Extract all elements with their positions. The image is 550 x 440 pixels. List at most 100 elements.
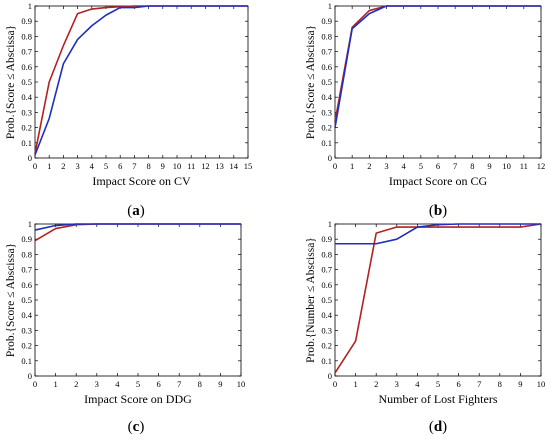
chart-panel-c: 0 1 2 3 4 5 6 7 8 9 10 0 0.1 0.2 0.3 0.4 0.5 0.6 0.7 0.8 0.9…: [5, 219, 245, 435]
y-tick-label: 0.7: [21, 265, 32, 275]
x-tick-label: 5: [419, 161, 423, 171]
plot-frame: [334, 223, 542, 377]
y-tick-label: 0.6: [21, 280, 32, 290]
y-tick-label: 1: [28, 1, 32, 11]
y-tick-label: 0.8: [21, 31, 32, 41]
y-tick-label: 0.6: [21, 62, 32, 72]
x-tick-label: 10: [237, 379, 246, 389]
x-tick-label: 6: [456, 379, 460, 389]
x-tick-label: 7: [453, 161, 457, 171]
y-tick-label: 0.1: [21, 356, 32, 366]
y-tick-label: 0.8: [21, 249, 32, 259]
y-tick-label: 0: [328, 371, 332, 381]
x-tick-label: 2: [61, 161, 65, 171]
y-tick-label: 0.5: [21, 77, 32, 87]
x-tick-label: 7: [132, 161, 136, 171]
series-line-red: [334, 5, 541, 122]
y-tick-label: 0.9: [321, 234, 332, 244]
y-tick-label: 0.3: [21, 107, 32, 117]
x-axis-label: Impact Score on DDG: [84, 392, 192, 406]
x-tick-label: 5: [104, 161, 108, 171]
plot-frame: [34, 223, 242, 377]
x-tick-label: 3: [95, 379, 99, 389]
y-tick-label: 1: [328, 219, 332, 229]
y-tick-label: 0.2: [21, 123, 32, 133]
chart-panel-b: 0 1 2 3 4 5 6 7 8 9 10 11 1200.10.20.30.40.50.60.70.…: [305, 1, 545, 219]
y-tick-label: 0.3: [321, 325, 332, 335]
x-tick-label: 7: [177, 379, 181, 389]
y-axis-label: Prob.{Score ≤ Abscissa}: [5, 25, 17, 139]
series-line-blue: [335, 223, 541, 245]
x-tick-label: 0: [333, 379, 337, 389]
x-axis-label: Impact Score on CG: [389, 174, 488, 188]
x-tick-label: 9: [161, 161, 165, 171]
x-tick-label: 14: [230, 161, 239, 171]
y-tick-label: 0.7: [321, 265, 332, 275]
x-tick-label: 2: [374, 379, 378, 389]
y-tick-label: 0.4: [21, 310, 32, 320]
x-tick-label: 8: [498, 379, 502, 389]
series-line-blue: [34, 223, 241, 231]
x-tick-label: 10: [502, 161, 511, 171]
x-tick-label: 12: [201, 161, 210, 171]
x-tick-label: 15: [244, 161, 253, 171]
y-tick-label: 0.8: [321, 31, 332, 41]
x-tick-label: 7: [477, 379, 481, 389]
series-line-red: [334, 223, 542, 374]
x-tick-label: 0: [33, 161, 37, 171]
x-tick-label: 9: [487, 161, 491, 171]
x-tick-label: 8: [146, 161, 150, 171]
y-tick-label: 0.2: [321, 123, 332, 133]
panel-tag: (b): [429, 203, 447, 219]
x-tick-label: 9: [218, 379, 222, 389]
chart-panel-d: 0 1 2 3 4 5 6 7 8 9 10 0 0.1 0.2 0.3 0.4 0.5 0.6 0.7 0.8 0.9…: [305, 219, 545, 435]
y-tick-label: 0.4: [21, 92, 32, 102]
y-tick-label: 0: [28, 153, 32, 163]
x-axis-label: Impact Score on CV: [92, 174, 191, 188]
plot-frame: [334, 5, 542, 159]
y-tick-label: 0.9: [21, 16, 32, 26]
y-tick-label: 0.3: [321, 107, 332, 117]
x-tick-label: 8: [470, 161, 474, 171]
x-tick-label: 9: [518, 379, 522, 389]
y-tick-label: 0.4: [321, 92, 332, 102]
x-tick-label: 6: [436, 161, 440, 171]
y-tick-label: 0.7: [321, 47, 332, 57]
x-tick-label: 4: [115, 379, 120, 389]
x-tick-label: 1: [350, 161, 354, 171]
y-tick-label: 0.5: [321, 295, 332, 305]
y-tick-label: 0.2: [21, 341, 32, 351]
x-tick-label: 11: [187, 161, 195, 171]
x-tick-label: 10: [537, 379, 546, 389]
y-tick-label: 0.1: [321, 138, 332, 148]
y-tick-label: 0.8: [321, 249, 332, 259]
x-axis-label: Number of Lost Fighters: [379, 392, 498, 406]
y-tick-label: 0: [28, 371, 32, 381]
x-tick-label: 2: [367, 161, 371, 171]
y-tick-label: 0.2: [321, 341, 332, 351]
x-tick-label: 11: [520, 161, 528, 171]
series-line-blue: [34, 5, 248, 156]
panel-tag: (a): [127, 203, 145, 219]
x-tick-label: 2: [74, 379, 78, 389]
y-axis-label: Prob.{Score ≤ Abscissa}: [5, 243, 17, 357]
y-tick-label: 0.4: [321, 310, 332, 320]
y-tick-label: 0.1: [21, 138, 32, 148]
y-axis-label: Prob.{Score ≤ Abscissa}: [305, 25, 317, 139]
y-tick-label: 0: [328, 153, 332, 163]
y-tick-label: 1: [28, 219, 32, 229]
x-tick-label: 5: [136, 379, 140, 389]
x-tick-label: 4: [402, 161, 407, 171]
y-tick-label: 0.5: [321, 77, 332, 87]
x-tick-label: 12: [537, 161, 546, 171]
x-tick-label: 4: [90, 161, 95, 171]
x-tick-label: 10: [173, 161, 182, 171]
x-tick-label: 3: [384, 161, 388, 171]
x-tick-label: 1: [353, 379, 357, 389]
y-axis-label: Prob.{Number ≤ Abscissa}: [305, 237, 317, 363]
x-tick-label: 6: [156, 379, 160, 389]
x-tick-label: 1: [53, 379, 57, 389]
x-tick-label: 8: [198, 379, 202, 389]
y-tick-label: 0.9: [321, 16, 332, 26]
